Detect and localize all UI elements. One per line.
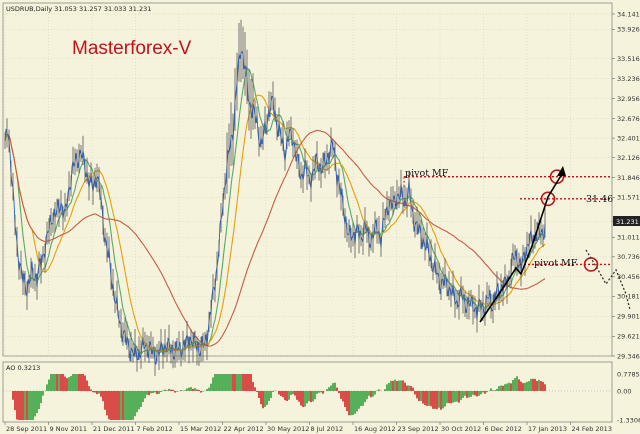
ao-tick-label: 0.00	[617, 387, 631, 395]
x-tick-label: 9 Nov 2011	[50, 425, 88, 433]
x-tick-label: 8 Jul 2012	[311, 425, 344, 433]
target-circle	[540, 191, 556, 207]
y-tick-label: 33.236	[617, 75, 640, 83]
forecast-arrow	[479, 173, 563, 323]
x-tick-label: 17 Jan 2013	[528, 425, 567, 433]
down-scenario-path	[585, 249, 631, 311]
pivot-bottom-label: pivot MF	[534, 258, 578, 269]
x-axis-ticks: 28 Sep 2011 9 Nov 2011 21 Dec 2011 7 Feb 20…	[4, 422, 612, 433]
ao-tick-label: 0.7785	[617, 370, 640, 378]
x-tick-label: 21 Dec 2011	[93, 425, 135, 433]
awesome-oscillator-bars: 0.7785 0.00 -1.3306	[3, 370, 640, 424]
main-panel-frame	[2, 2, 613, 357]
y-tick-label: 30.181	[617, 293, 640, 301]
y-tick-label: 32.956	[617, 95, 640, 103]
ao-tick-label: -1.3306	[617, 416, 640, 424]
x-tick-label: 15 Mar 2012	[180, 425, 221, 433]
grid-lines	[3, 13, 612, 357]
y-tick-label: 32.401	[617, 134, 640, 142]
price-annotation-label: 31.46	[586, 194, 613, 205]
current-price-label: 31.231	[616, 218, 639, 226]
y-tick-label: 30.456	[617, 273, 640, 281]
x-tick-label: 23 Sep 2012	[398, 425, 439, 433]
current-price-box	[613, 216, 640, 226]
y-tick-label: 31.571	[617, 194, 640, 202]
y-tick-label: 31.846	[617, 174, 640, 182]
pivot-top-label: pivot MF	[405, 168, 449, 179]
x-tick-label: 7 Feb 2012	[137, 425, 173, 433]
watermark-label: Masterforex-V	[72, 38, 192, 59]
x-tick-label: 16 Aug 2012	[354, 425, 396, 433]
forecast-arrow-head	[557, 166, 566, 176]
analysis-annotations	[403, 166, 631, 323]
y-axis-ticks: 34.141 33.926 33.516 33.236 32.956 32.676 32.4…	[612, 10, 640, 360]
ma-orange-line	[4, 94, 546, 352]
ao-header: AO 0.3213	[6, 364, 40, 372]
x-tick-label: 30 May 2012	[267, 425, 309, 433]
y-tick-label: 34.141	[617, 10, 640, 18]
y-tick-label: 30.736	[617, 253, 640, 261]
x-tick-label: 24 Feb 2013	[572, 425, 612, 433]
y-tick-label: 31.011	[617, 234, 640, 242]
price-candles	[4, 19, 546, 377]
y-tick-label: 29.621	[617, 333, 640, 341]
y-tick-label: 32.676	[617, 115, 640, 123]
x-tick-label: 30 Oct 2012	[441, 425, 481, 433]
x-tick-label: 28 Sep 2011	[6, 425, 47, 433]
x-tick-label: 6 Dec 2012	[485, 425, 522, 433]
y-tick-label: 32.126	[617, 154, 640, 162]
y-tick-label: 33.926	[617, 26, 640, 34]
y-tick-label: 29.901	[617, 313, 640, 321]
x-tick-label: 22 Apr 2012	[224, 425, 264, 433]
ma-red-line	[4, 129, 546, 347]
y-tick-label: 29.346	[617, 352, 640, 360]
ao-panel-frame	[2, 361, 613, 423]
y-tick-label: 33.516	[617, 55, 640, 63]
chart-header: USDRUB,Daily 31.053 31.257 31.033 31.231	[6, 5, 151, 13]
